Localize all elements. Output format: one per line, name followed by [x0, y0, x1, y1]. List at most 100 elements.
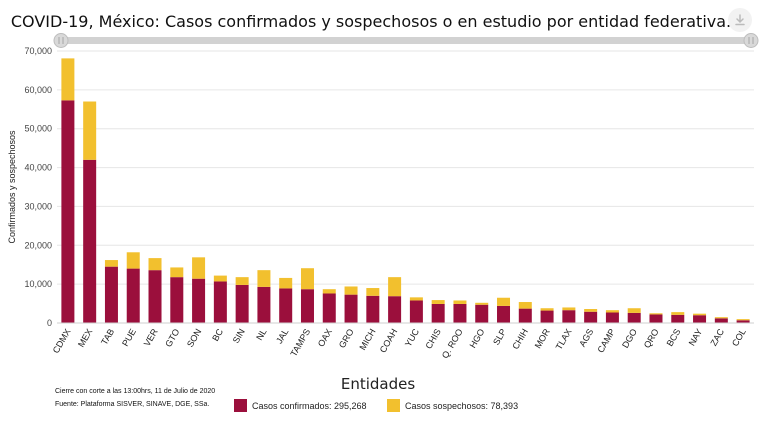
bar-confirmed-ver[interactable] [148, 270, 162, 323]
bar-confirmed-chis[interactable] [431, 303, 445, 323]
y-tick-label: 70,000 [24, 46, 52, 56]
x-tick-label: CHIH [510, 327, 530, 351]
bar-suspected-mich[interactable] [366, 288, 380, 296]
bar-suspected-oax[interactable] [322, 289, 336, 294]
bar-suspected-cdmx[interactable] [61, 58, 75, 101]
bar-confirmed-camp[interactable] [605, 312, 619, 323]
bar-suspected-tamps[interactable] [300, 268, 314, 290]
y-tick-label: 20,000 [24, 240, 52, 250]
x-tick-label: BCS [665, 327, 683, 348]
bar-confirmed-slp[interactable] [497, 305, 511, 323]
chart-title: COVID-19, México: Casos confirmados y so… [11, 12, 731, 31]
bar-suspected-ver[interactable] [148, 258, 162, 271]
scrollbar-track[interactable] [56, 37, 752, 44]
bar-suspected-qro[interactable] [649, 313, 663, 315]
bar-confirmed-cdmx[interactable] [61, 100, 75, 323]
range-scrollbar[interactable] [53, 33, 759, 48]
x-tick-label: ZAC [708, 327, 726, 348]
bar-confirmed-bcs[interactable] [671, 314, 685, 323]
x-tick-label: TAB [99, 327, 116, 347]
x-tick-label: MICH [357, 327, 377, 352]
bar-confirmed-qroo[interactable] [453, 303, 467, 323]
bar-suspected-slp[interactable] [497, 297, 511, 306]
bar-suspected-chih[interactable] [518, 302, 532, 309]
download-icon [735, 14, 745, 26]
y-axis-ticks: 0 10,000 20,000 30,000 40,000 50,000 60,000 70,… [24, 46, 52, 328]
bar-suspected-hgo[interactable] [475, 302, 489, 305]
x-tick-label: YUC [403, 327, 421, 349]
bar-suspected-gro[interactable] [344, 286, 358, 295]
bar-suspected-zac[interactable] [714, 317, 728, 319]
bar-suspected-yuc[interactable] [409, 297, 423, 301]
x-axis-label: Entidades [341, 375, 415, 393]
x-tick-label: OAX [316, 327, 334, 348]
x-tick-label: TAMPS [288, 327, 312, 358]
bar-confirmed-tlax[interactable] [562, 310, 576, 323]
x-tick-label: CDMX [51, 327, 73, 355]
bar-confirmed-col[interactable] [736, 320, 750, 323]
bar-suspected-bcs[interactable] [671, 312, 685, 315]
bar-suspected-nl[interactable] [257, 270, 271, 287]
bar-confirmed-son[interactable] [192, 278, 206, 323]
x-tick-label: NAY [687, 327, 705, 347]
bar-confirmed-ags[interactable] [584, 311, 598, 323]
bar-suspected-sin[interactable] [235, 277, 249, 285]
y-tick-label: 30,000 [24, 201, 52, 211]
bar-confirmed-mich[interactable] [366, 295, 380, 323]
bar-suspected-ags[interactable] [584, 309, 598, 312]
bar-confirmed-qro[interactable] [649, 314, 663, 323]
scrollbar-handle-right[interactable] [743, 33, 759, 48]
bar-suspected-mor[interactable] [540, 308, 554, 311]
x-tick-label: JAL [274, 327, 290, 345]
bar-confirmed-bc[interactable] [213, 281, 227, 323]
bar-suspected-pue[interactable] [126, 252, 140, 269]
bar-confirmed-mex[interactable] [83, 159, 97, 323]
bar-confirmed-jal[interactable] [279, 288, 293, 323]
footnote-source: Fuente: Plataforma SISVER, SINAVE, DGE, … [55, 401, 209, 408]
bar-confirmed-tab[interactable] [104, 266, 118, 323]
bar-confirmed-nay[interactable] [693, 315, 707, 323]
bar-suspected-qroo[interactable] [453, 300, 467, 304]
scrollbar-handle-left[interactable] [53, 33, 69, 48]
x-tick-label: COAH [378, 327, 400, 355]
x-tick-label: SON [185, 327, 203, 349]
bar-confirmed-pue[interactable] [126, 268, 140, 323]
bar-suspected-bc[interactable] [213, 275, 227, 282]
bar-confirmed-nl[interactable] [257, 286, 271, 323]
x-tick-label: TLAX [554, 327, 574, 351]
footnote-cutoff: Cierre con corte a las 13:00hrs, 11 de J… [55, 388, 215, 395]
bar-confirmed-oax[interactable] [322, 293, 336, 323]
bar-confirmed-gto[interactable] [170, 277, 184, 323]
bar-confirmed-yuc[interactable] [409, 300, 423, 323]
bar-suspected-col[interactable] [736, 319, 750, 321]
bar-confirmed-dgo[interactable] [627, 312, 641, 323]
x-tick-label: BC [210, 327, 225, 343]
x-tick-label: GTO [163, 327, 181, 349]
bar-suspected-dgo[interactable] [627, 308, 641, 313]
bar-suspected-jal[interactable] [279, 277, 293, 289]
download-button[interactable] [728, 8, 752, 32]
bars [61, 58, 750, 323]
bar-suspected-tab[interactable] [104, 260, 118, 267]
x-tick-label: CHIS [423, 327, 442, 351]
bar-confirmed-zac[interactable] [714, 318, 728, 323]
bar-suspected-mex[interactable] [83, 101, 97, 160]
bar-suspected-nay[interactable] [693, 313, 707, 316]
bar-confirmed-coah[interactable] [388, 296, 402, 323]
x-tick-label: GRO [337, 327, 356, 350]
x-tick-label: QRO [642, 327, 661, 350]
bar-suspected-coah[interactable] [388, 277, 402, 297]
bar-suspected-tlax[interactable] [562, 307, 576, 311]
bar-suspected-son[interactable] [192, 257, 206, 279]
bar-confirmed-mor[interactable] [540, 310, 554, 323]
bar-confirmed-gro[interactable] [344, 294, 358, 323]
bar-confirmed-hgo[interactable] [475, 304, 489, 323]
bar-suspected-camp[interactable] [605, 310, 619, 313]
y-tick-label: 50,000 [24, 124, 52, 134]
bar-suspected-gto[interactable] [170, 267, 184, 278]
bar-confirmed-chih[interactable] [518, 308, 532, 323]
bar-confirmed-sin[interactable] [235, 284, 249, 323]
x-tick-label: VER [142, 327, 160, 348]
bar-suspected-chis[interactable] [431, 300, 445, 304]
bar-confirmed-tamps[interactable] [300, 289, 314, 323]
